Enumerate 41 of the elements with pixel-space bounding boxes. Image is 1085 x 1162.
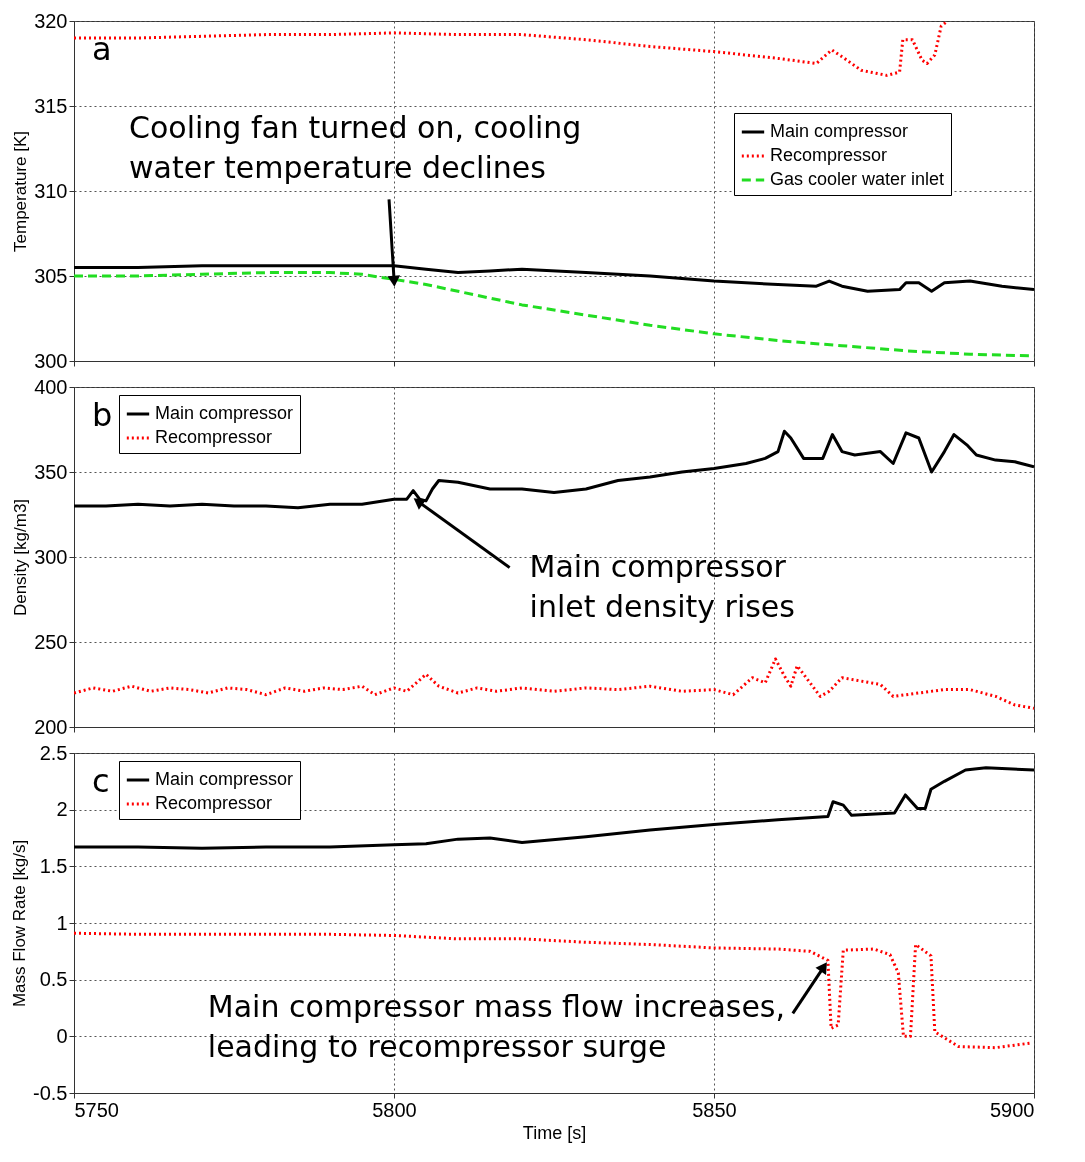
y-tick-label: 0	[56, 1024, 68, 1047]
legend-label: Main compressor	[155, 403, 294, 423]
x-tick-label: 5750	[74, 1098, 119, 1121]
y-tick-label: -0.5	[33, 1081, 68, 1104]
y-tick-label: 320	[34, 9, 68, 32]
annotation: b	[92, 396, 113, 434]
y-tick-label: 1.5	[39, 854, 68, 877]
y-tick-label: 300	[34, 545, 68, 568]
y-axis-title: Density [kg/m3]	[11, 498, 31, 617]
annotation: Main compressor inlet density rises	[529, 548, 795, 624]
y-tick-label: 250	[34, 630, 68, 653]
y-axis-title: Temperature [K]	[11, 131, 31, 252]
y-tick-label: 400	[34, 375, 68, 398]
y-tick-label: 2	[56, 798, 68, 821]
x-tick-label: 5900	[990, 1098, 1035, 1121]
x-tick-label: 5800	[372, 1098, 417, 1121]
legend-label: Gas cooler water inlet	[770, 169, 945, 189]
legend-label: Recompressor	[155, 793, 273, 813]
x-tick-label: 5850	[692, 1098, 737, 1121]
y-tick-label: 200	[34, 715, 68, 738]
line-series	[74, 766, 1034, 850]
annotation: a	[92, 30, 112, 68]
legend-label: Main compressor	[155, 769, 294, 789]
annotation: Cooling fan turned on, cooling water temperature declines	[129, 110, 582, 186]
y-tick-label: 305	[34, 264, 68, 287]
x-axis-title: Time [s]	[522, 1122, 587, 1143]
legend-label: Main compressor	[770, 121, 909, 141]
y-tick-label: 2.5	[39, 741, 68, 764]
annotation: c	[92, 762, 110, 800]
y-tick-label: 350	[34, 460, 68, 483]
legend-label: Recompressor	[155, 427, 273, 447]
y-tick-label: 300	[34, 349, 68, 372]
y-tick-label: 310	[34, 179, 68, 202]
line-series	[74, 429, 1034, 510]
legend-label: Recompressor	[770, 145, 888, 165]
y-tick-label: 1	[56, 911, 68, 934]
line-series	[74, 657, 1034, 710]
annotation: Main compressor mass flow increases, leading to recompressor surge	[207, 989, 786, 1065]
y-tick-label: 315	[34, 94, 68, 117]
y-axis-title: Mass Flow Rate [kg/s]	[10, 839, 30, 1008]
y-tick-label: 0.5	[39, 968, 68, 991]
